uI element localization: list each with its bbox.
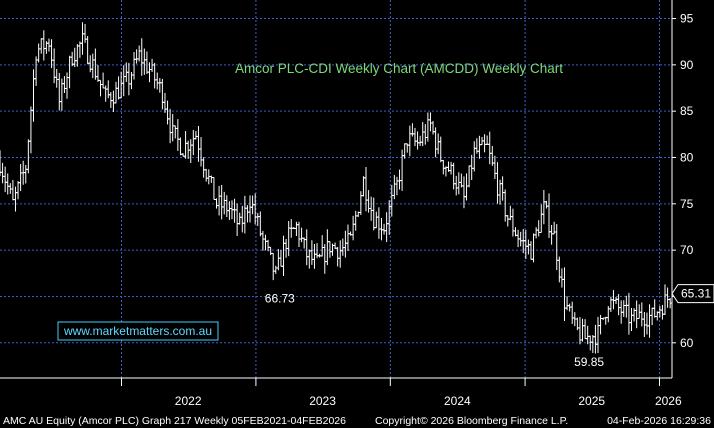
footer-security: AMC AU Equity (Amcor PLC) Graph 217 Week… [3,415,346,427]
y-tick-label: 70 [680,243,694,257]
y-tick-label: 85 [680,104,694,118]
grid [0,0,672,378]
plot-background [0,0,672,378]
low-annotation: 59.85 [574,355,604,369]
x-tick-label: 2023 [309,394,336,408]
y-tick-label: 80 [680,151,694,165]
chart-title: Amcor PLC-CDI Weekly Chart (AMCDD) Weekl… [235,61,563,76]
annotations: 66.73 59.85 65.31 [265,284,714,369]
watermark-box [57,321,219,341]
y-tick-label: 60 [680,336,694,350]
x-tick-label: 2024 [444,394,471,408]
last-price-tag [671,284,714,304]
x-tick-label: 2026 [655,394,682,408]
axes: 606570758085909520222023202420252026 [0,0,694,408]
last-price-label: 65.31 [681,287,711,301]
footer-background [0,410,714,428]
y-tick-label: 90 [680,58,694,72]
footer-copyright: Copyright© 2026 Bloomberg Finance L.P. [375,415,568,427]
price-series [0,22,673,354]
y-tick-label: 75 [680,197,694,211]
watermark-text: www.marketmatters.com.au [63,324,212,338]
x-tick-label: 2025 [578,394,605,408]
footer-timestamp: 04-Feb-2026 16:29:36 [607,415,711,427]
low-annotation: 66.73 [265,291,295,305]
y-tick-label: 95 [680,12,694,26]
x-tick-label: 2022 [175,394,202,408]
